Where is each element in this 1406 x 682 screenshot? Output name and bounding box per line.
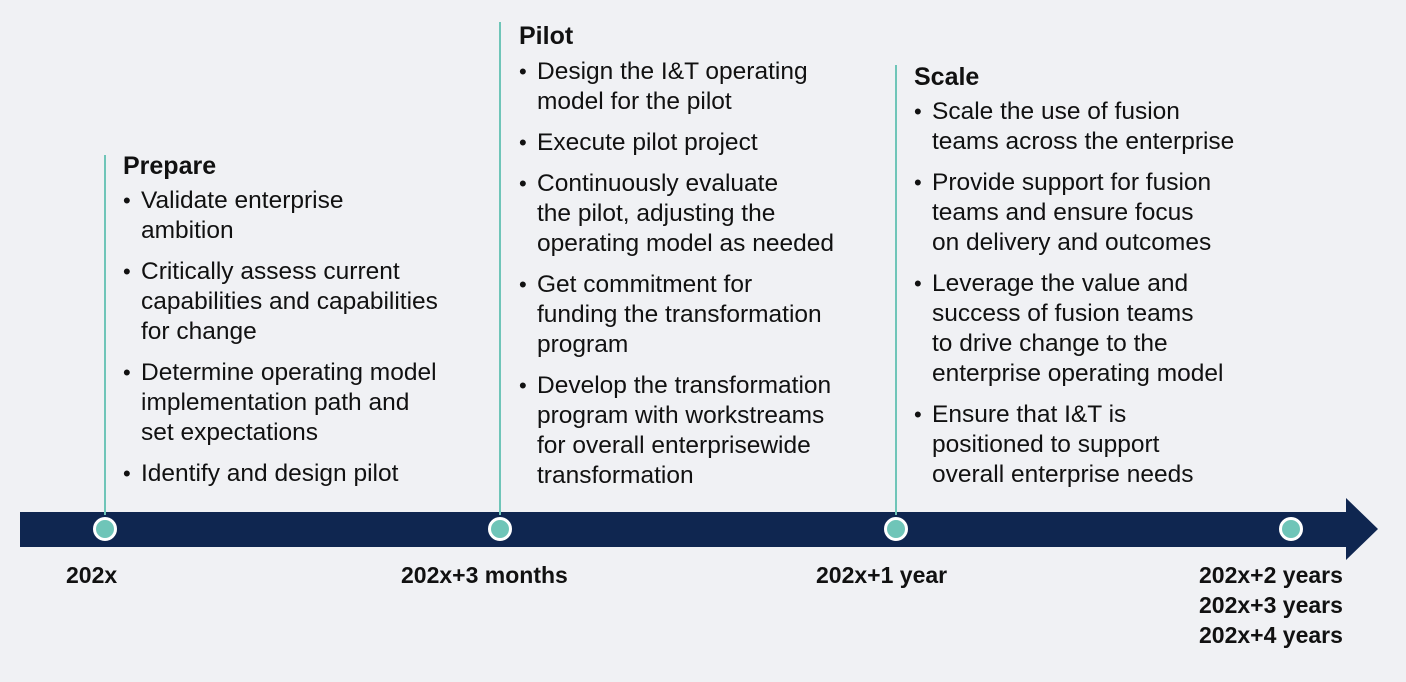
list-item: Get commitment for funding the transform…: [519, 270, 889, 360]
milestone-dot-1: [93, 517, 117, 541]
phase-prepare-list: Validate enterprise ambition Critically …: [123, 186, 493, 500]
list-item: Ensure that I&T is positioned to support…: [914, 400, 1284, 490]
phase-pilot-list: Design the I&T operating model for the p…: [519, 57, 889, 502]
phase-scale-list: Scale the use of fusion teams across the…: [914, 97, 1284, 501]
list-item: Execute pilot project: [519, 128, 889, 158]
phase-pilot-connector: [499, 22, 501, 515]
list-item: Continuously evaluate the pilot, adjusti…: [519, 169, 889, 259]
list-item: Scale the use of fusion teams across the…: [914, 97, 1284, 157]
list-item: Develop the transformation program with …: [519, 371, 889, 491]
phase-prepare-connector: [104, 155, 106, 515]
list-item: Validate enterprise ambition: [123, 186, 493, 246]
list-item: Provide support for fusion teams and ens…: [914, 168, 1284, 258]
list-item: Design the I&T operating model for the p…: [519, 57, 889, 117]
milestone-dot-2: [488, 517, 512, 541]
timeline-arrow-shape: [20, 498, 1378, 560]
list-item: Critically assess current capabilities a…: [123, 257, 493, 347]
phase-scale-title: Scale: [914, 63, 980, 91]
milestone-dot-4: [1279, 517, 1303, 541]
milestone-label-3-months: 202x+3 months: [401, 562, 568, 588]
milestone-dot-3: [884, 517, 908, 541]
milestone-label-202x: 202x: [66, 562, 118, 588]
phase-scale-connector: [895, 65, 897, 515]
phase-prepare-title: Prepare: [123, 152, 217, 180]
milestone-label-1-year: 202x+1 year: [816, 562, 948, 588]
phase-pilot-title: Pilot: [519, 22, 574, 50]
list-item: Determine operating model implementation…: [123, 358, 493, 448]
list-item: Leverage the value and success of fusion…: [914, 269, 1284, 389]
list-item: Identify and design pilot: [123, 459, 493, 489]
milestone-label-2-4-years: 202x+2 years 202x+3 years 202x+4 years: [1199, 562, 1343, 648]
